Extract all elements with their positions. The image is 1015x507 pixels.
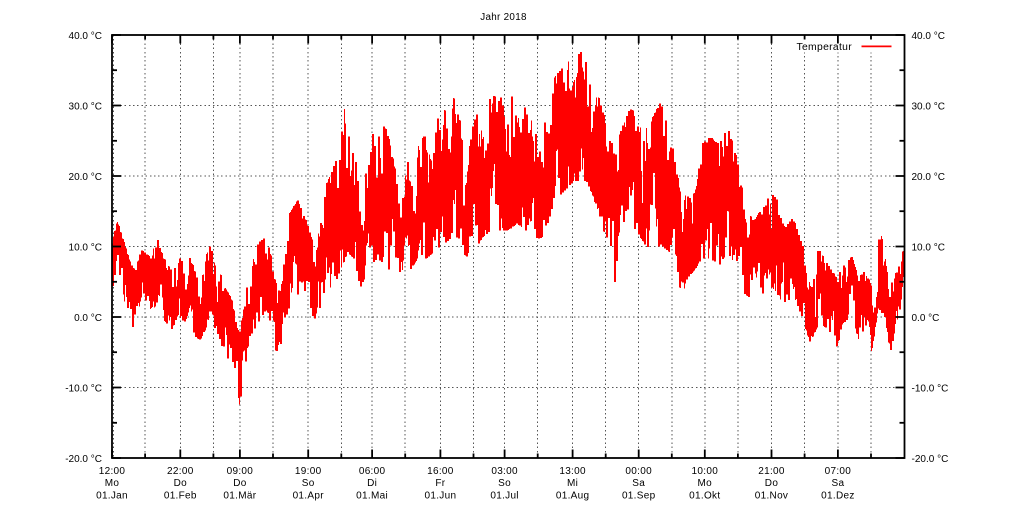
svg-text:09:00: 09:00 xyxy=(227,466,254,477)
svg-text:06:00: 06:00 xyxy=(359,466,386,477)
svg-text:10.0 °C: 10.0 °C xyxy=(912,243,945,254)
svg-text:01.Feb: 01.Feb xyxy=(164,491,197,502)
svg-text:-10.0 °C: -10.0 °C xyxy=(912,384,949,395)
svg-text:10.0 °C: 10.0 °C xyxy=(69,243,102,254)
svg-text:01.Mär: 01.Mär xyxy=(223,491,256,502)
svg-text:12:00: 12:00 xyxy=(99,466,126,477)
svg-text:0.0 °C: 0.0 °C xyxy=(74,313,102,324)
svg-text:01.Jul: 01.Jul xyxy=(490,491,519,502)
svg-text:Do: Do xyxy=(174,478,188,489)
svg-text:-20.0 °C: -20.0 °C xyxy=(65,454,102,465)
svg-text:22:00: 22:00 xyxy=(167,466,194,477)
svg-text:01.Dez: 01.Dez xyxy=(821,491,855,502)
svg-text:01.Jun: 01.Jun xyxy=(424,491,456,502)
svg-text:01.Nov: 01.Nov xyxy=(755,491,789,502)
svg-text:Jahr 2018: Jahr 2018 xyxy=(480,12,527,23)
svg-text:Mo: Mo xyxy=(105,478,120,489)
svg-text:Sa: Sa xyxy=(831,478,844,489)
svg-text:30.0 °C: 30.0 °C xyxy=(912,102,945,113)
svg-text:00:00: 00:00 xyxy=(625,466,652,477)
svg-text:-10.0 °C: -10.0 °C xyxy=(65,384,102,395)
svg-text:Sa: Sa xyxy=(632,478,645,489)
svg-text:16:00: 16:00 xyxy=(427,466,454,477)
svg-text:So: So xyxy=(498,478,511,489)
svg-text:01.Okt: 01.Okt xyxy=(689,491,720,502)
svg-text:01.Apr: 01.Apr xyxy=(293,491,325,502)
svg-text:Di: Di xyxy=(367,478,377,489)
svg-text:10:00: 10:00 xyxy=(692,466,719,477)
svg-text:Fr: Fr xyxy=(435,478,445,489)
svg-text:40.0 °C: 40.0 °C xyxy=(912,31,945,42)
svg-text:01.Jan: 01.Jan xyxy=(96,491,128,502)
svg-text:Mi: Mi xyxy=(567,478,578,489)
svg-text:01.Mai: 01.Mai xyxy=(356,491,388,502)
svg-text:03:00: 03:00 xyxy=(491,466,518,477)
svg-text:07:00: 07:00 xyxy=(825,466,852,477)
svg-text:13:00: 13:00 xyxy=(559,466,586,477)
svg-text:30.0 °C: 30.0 °C xyxy=(69,102,102,113)
svg-text:20.0 °C: 20.0 °C xyxy=(912,172,945,183)
svg-text:-20.0 °C: -20.0 °C xyxy=(912,454,949,465)
svg-text:21:00: 21:00 xyxy=(758,466,785,477)
svg-text:Temperatur: Temperatur xyxy=(797,42,853,53)
svg-text:Mo: Mo xyxy=(698,478,713,489)
svg-text:So: So xyxy=(302,478,315,489)
svg-text:01.Aug: 01.Aug xyxy=(556,491,590,502)
svg-text:Do: Do xyxy=(233,478,247,489)
svg-text:Do: Do xyxy=(765,478,779,489)
svg-text:01.Sep: 01.Sep xyxy=(622,491,656,502)
svg-text:0.0 °C: 0.0 °C xyxy=(912,313,940,324)
svg-text:40.0 °C: 40.0 °C xyxy=(69,31,102,42)
svg-text:20.0 °C: 20.0 °C xyxy=(69,172,102,183)
svg-text:19:00: 19:00 xyxy=(295,466,322,477)
